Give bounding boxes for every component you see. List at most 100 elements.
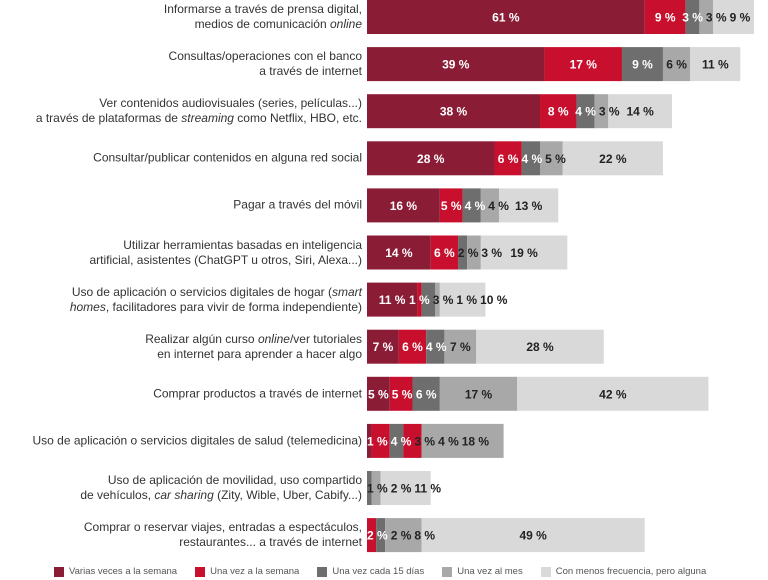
data-label: 14 % xyxy=(626,105,654,119)
bar-segment xyxy=(367,0,645,34)
legend-item: Varias veces a la semana xyxy=(54,566,177,577)
data-label: 6 % xyxy=(416,387,437,401)
label-text: homes xyxy=(69,299,106,314)
bar-segment xyxy=(367,188,440,223)
legend-swatch xyxy=(54,566,64,577)
category-label: Realizar algún curso online/ver tutorial… xyxy=(145,332,362,362)
data-label: 22 % xyxy=(599,152,627,166)
category-label-line: en internet para aprender a hacer algo xyxy=(145,347,362,362)
label-text: Uso de aplicación o servicios digitales … xyxy=(32,433,362,448)
data-label: 1 % xyxy=(456,293,477,307)
label-text: Comprar productos a través de internet xyxy=(153,386,362,401)
data-label: 39 % xyxy=(442,58,470,72)
data-label: 4 % xyxy=(488,199,509,213)
bar-segment xyxy=(367,282,418,317)
data-label: 28 % xyxy=(417,152,445,166)
legend: Varias veces a la semana Una vez a la sem… xyxy=(54,566,724,577)
category-label-line: artificial, asistentes (ChatGPT u otros,… xyxy=(89,253,362,268)
data-label: 1 % xyxy=(367,434,388,448)
data-label: 1 % xyxy=(409,293,430,307)
legend-item: Una vez al mes xyxy=(442,566,523,577)
label-text: /ver tutoriales xyxy=(289,331,362,346)
legend-swatch xyxy=(540,566,551,577)
data-label: 7 % xyxy=(373,340,394,354)
data-label: 28 % xyxy=(526,340,554,354)
category-label-line: de vehículos, car sharing (Zity, Wible, … xyxy=(80,488,362,503)
bar-segment xyxy=(439,188,463,223)
label-text: Ver contenidos audiovisuales (series, pe… xyxy=(99,96,362,111)
data-label: 3 % xyxy=(682,11,703,25)
label-text: smart xyxy=(332,284,362,299)
data-label: 8 % xyxy=(548,105,569,119)
category-label: Informarse a través de prensa digital, me… xyxy=(164,2,362,32)
legend-swatch xyxy=(442,566,453,577)
data-label: 2 % xyxy=(458,246,479,260)
legend-swatch xyxy=(195,566,206,577)
data-label: 4 % xyxy=(391,434,412,448)
legend-swatch xyxy=(317,566,328,577)
data-label: 3 % xyxy=(599,105,620,119)
category-label: Comprar o reservar viajes, entradas a es… xyxy=(84,520,362,550)
bar-segment xyxy=(690,47,741,82)
label-text: online xyxy=(257,331,290,346)
category-label-line: Comprar productos a través de internet xyxy=(153,386,362,401)
label-text: , facilitadores para vivir de forma inde… xyxy=(105,299,362,314)
data-label: 4 % xyxy=(438,434,459,448)
bar-segment xyxy=(380,471,431,505)
legend-label: Una vez cada 15 días xyxy=(332,566,425,577)
label-text: a través de plataformas de xyxy=(35,111,182,126)
label-text: Utilizar herramientas basadas en intelig… xyxy=(123,237,362,252)
bar-segment xyxy=(517,376,709,411)
bar-segment xyxy=(389,376,413,411)
category-label-line: Informarse a través de prensa digital, xyxy=(164,2,362,17)
bar-segment xyxy=(444,329,477,364)
data-label: 1 % xyxy=(367,482,388,496)
bar-segment xyxy=(699,0,714,34)
bar-segment xyxy=(367,47,545,82)
data-label: 4 % xyxy=(465,199,486,213)
data-label: 5 % xyxy=(545,152,566,166)
bar-segment xyxy=(544,47,622,82)
data-label: 18 % xyxy=(462,434,490,448)
bar-segment xyxy=(385,518,422,553)
category-label-line: Realizar algún curso online/ver tutorial… xyxy=(145,332,362,347)
bar-segment xyxy=(476,329,604,364)
bar-segment xyxy=(403,423,422,458)
legend-label: Una vez al mes xyxy=(457,566,523,577)
label-text: en internet para aprender a hacer algo xyxy=(157,346,362,361)
category-label: Uso de aplicación o servicios digitales … xyxy=(32,433,362,448)
data-label: 5 % xyxy=(368,387,389,401)
data-label: 7 % xyxy=(450,340,471,354)
bar-segment xyxy=(389,423,404,458)
bar-segment xyxy=(367,329,399,364)
bar-segment xyxy=(713,0,754,34)
label-text: a través de internet xyxy=(259,64,362,79)
legend-item: Una vez a la semana xyxy=(195,566,299,577)
data-label: 4 % xyxy=(426,340,447,354)
legend-label: Varias veces a la semana xyxy=(69,566,178,577)
data-label: 14 % xyxy=(385,246,413,260)
data-label: 16 % xyxy=(390,199,418,213)
legend-item: Una vez cada 15 días xyxy=(317,566,424,577)
bar-segment xyxy=(376,518,386,553)
bar-segment xyxy=(367,141,495,176)
data-label: 19 % xyxy=(510,246,538,260)
category-label: Uso de aplicación de movilidad, uso comp… xyxy=(80,473,362,503)
data-label: 5 % xyxy=(441,199,462,213)
category-label-line: Uso de aplicación o servicios digitales … xyxy=(70,285,362,300)
bar-segment xyxy=(494,141,522,176)
bar-segment xyxy=(367,235,431,270)
label-text: como Netflix, HBO, etc. xyxy=(233,111,362,126)
category-label-line: homes, facilitadores para vivir de forma… xyxy=(70,300,362,315)
category-label-line: Pagar a través del móvil xyxy=(233,198,362,213)
bar-segment xyxy=(435,282,440,317)
bar-segment xyxy=(594,94,609,129)
data-label: 11 % xyxy=(702,58,729,72)
bar-segment xyxy=(367,423,372,458)
bar-segment xyxy=(412,376,440,411)
label-text: streaming xyxy=(181,111,234,126)
bar-segment xyxy=(439,376,518,411)
bar-segment xyxy=(371,471,381,505)
category-label-line: Consultas/operaciones con el banco xyxy=(169,49,362,64)
bar-segment xyxy=(430,235,459,270)
